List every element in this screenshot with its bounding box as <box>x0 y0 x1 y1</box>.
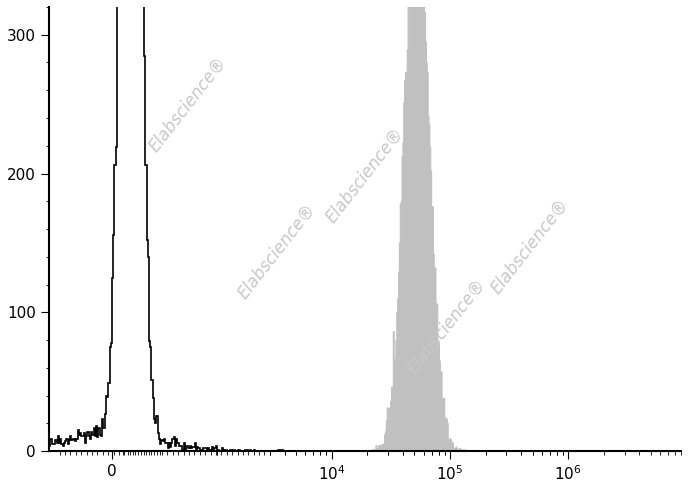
Text: Elabscience®: Elabscience® <box>146 54 230 155</box>
Text: Elabscience®: Elabscience® <box>405 276 490 378</box>
Polygon shape <box>308 0 568 451</box>
Text: Elabscience®: Elabscience® <box>487 196 572 297</box>
Text: Elabscience®: Elabscience® <box>323 125 407 226</box>
Text: Elabscience®: Elabscience® <box>234 200 319 302</box>
